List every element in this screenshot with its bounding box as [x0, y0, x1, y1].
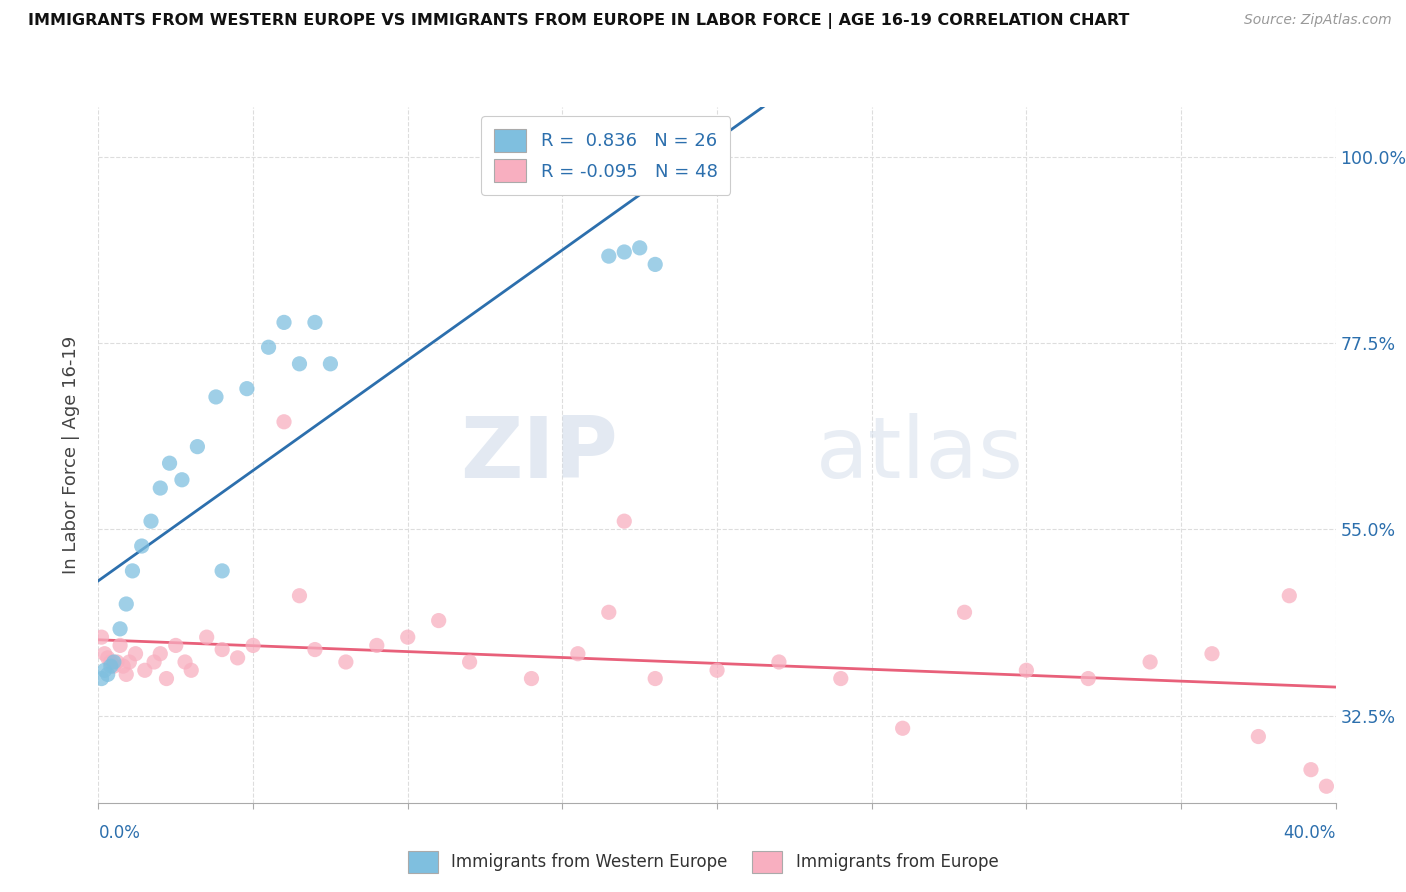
- Point: [427, 614, 450, 628]
- Point: [304, 315, 326, 329]
- Point: [195, 630, 218, 644]
- Point: [118, 655, 141, 669]
- Y-axis label: In Labor Force | Age 16-19: In Labor Force | Age 16-19: [62, 335, 80, 574]
- Point: [115, 667, 138, 681]
- Point: [131, 539, 153, 553]
- Legend: Immigrants from Western Europe, Immigrants from Europe: Immigrants from Western Europe, Immigran…: [401, 845, 1005, 880]
- Point: [598, 249, 620, 263]
- Point: [105, 655, 128, 669]
- Point: [139, 514, 162, 528]
- Point: [644, 672, 666, 686]
- Point: [319, 357, 342, 371]
- Point: [97, 651, 120, 665]
- Point: [288, 589, 311, 603]
- Point: [613, 514, 636, 528]
- Text: Source: ZipAtlas.com: Source: ZipAtlas.com: [1244, 13, 1392, 28]
- Point: [124, 647, 146, 661]
- Point: [103, 659, 125, 673]
- Point: [1015, 663, 1038, 677]
- Point: [159, 456, 181, 470]
- Point: [1299, 763, 1322, 777]
- Point: [134, 663, 156, 677]
- Point: [273, 315, 295, 329]
- Point: [103, 655, 125, 669]
- Point: [304, 642, 326, 657]
- Point: [396, 630, 419, 644]
- Point: [211, 642, 233, 657]
- Point: [236, 382, 259, 396]
- Point: [93, 647, 115, 661]
- Point: [1247, 730, 1270, 744]
- Point: [97, 667, 120, 681]
- Point: [180, 663, 202, 677]
- Point: [891, 721, 914, 735]
- Point: [121, 564, 143, 578]
- Point: [628, 241, 651, 255]
- Text: IMMIGRANTS FROM WESTERN EUROPE VS IMMIGRANTS FROM EUROPE IN LABOR FORCE | AGE 16: IMMIGRANTS FROM WESTERN EUROPE VS IMMIGR…: [28, 13, 1129, 29]
- Point: [155, 672, 177, 686]
- Text: 40.0%: 40.0%: [1284, 823, 1336, 841]
- Point: [170, 473, 193, 487]
- Point: [149, 647, 172, 661]
- Text: ZIP: ZIP: [460, 413, 619, 497]
- Point: [1077, 672, 1099, 686]
- Point: [93, 663, 115, 677]
- Point: [335, 655, 357, 669]
- Point: [100, 655, 122, 669]
- Point: [567, 647, 589, 661]
- Point: [90, 672, 112, 686]
- Point: [211, 564, 233, 578]
- Point: [1278, 589, 1301, 603]
- Point: [706, 663, 728, 677]
- Point: [257, 340, 280, 354]
- Point: [186, 440, 208, 454]
- Point: [520, 672, 543, 686]
- Point: [205, 390, 228, 404]
- Point: [1139, 655, 1161, 669]
- Point: [143, 655, 166, 669]
- Point: [108, 622, 131, 636]
- Point: [115, 597, 138, 611]
- Point: [1315, 779, 1337, 793]
- Point: [174, 655, 197, 669]
- Point: [644, 257, 666, 271]
- Point: [613, 244, 636, 259]
- Point: [90, 630, 112, 644]
- Point: [953, 605, 976, 619]
- Point: [366, 639, 388, 653]
- Point: [242, 639, 264, 653]
- Point: [108, 639, 131, 653]
- Point: [226, 651, 249, 665]
- Point: [1201, 647, 1223, 661]
- Point: [830, 672, 852, 686]
- Point: [112, 659, 135, 673]
- Point: [768, 655, 790, 669]
- Point: [458, 655, 481, 669]
- Point: [273, 415, 295, 429]
- Point: [149, 481, 172, 495]
- Point: [100, 659, 122, 673]
- Text: atlas: atlas: [815, 413, 1024, 497]
- Text: 0.0%: 0.0%: [98, 823, 141, 841]
- Point: [165, 639, 187, 653]
- Point: [598, 605, 620, 619]
- Legend: R =  0.836   N = 26, R = -0.095   N = 48: R = 0.836 N = 26, R = -0.095 N = 48: [481, 116, 730, 195]
- Point: [288, 357, 311, 371]
